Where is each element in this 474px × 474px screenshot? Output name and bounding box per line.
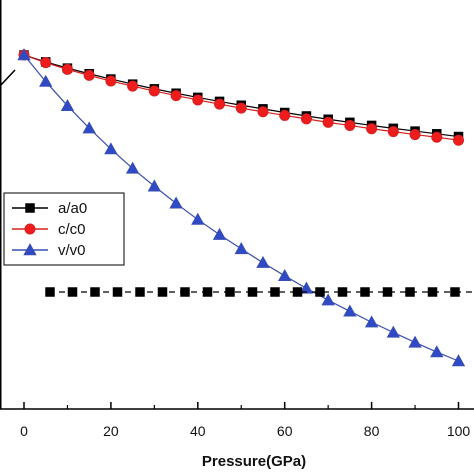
data-point [169,196,183,209]
data-point [387,126,399,138]
data-point [147,179,162,192]
data-point [366,123,378,135]
legend: a/a0 c/c0 v/v0 [3,192,125,266]
data-point [257,106,269,118]
data-point [112,287,123,297]
data-point [427,287,438,297]
series-c-c0 [18,49,464,146]
data-point [360,287,370,297]
data-point [127,80,139,92]
data-point [278,268,292,282]
x-tick-label: 60 [277,423,293,439]
data-point [148,85,160,97]
data-point [299,281,314,294]
data-point [104,142,118,155]
legend-label: c/c0 [58,221,86,238]
data-point [192,94,204,106]
data-point [170,90,182,102]
legend-label: v/v0 [58,242,86,259]
data-point [83,69,95,81]
series-reference [45,287,474,297]
data-point [382,287,393,297]
legend-marker [25,203,35,213]
data-point [315,287,325,297]
data-point [234,242,248,255]
legend-label: a/a0 [58,200,87,217]
data-point [82,121,96,134]
series-group [17,48,474,367]
data-point [135,287,145,297]
data-point [39,74,53,87]
data-point [105,75,117,87]
data-point [431,131,443,143]
data-point [202,287,213,297]
data-point [225,287,235,297]
data-point [214,98,226,110]
data-point [322,116,334,128]
x-tick-label: 0 [20,423,28,439]
data-point [157,287,168,297]
data-point [451,354,466,367]
data-point [67,287,78,297]
data-point [408,335,422,348]
data-point [90,287,100,297]
data-point [256,255,270,268]
data-point [364,315,379,328]
data-point [191,212,205,225]
x-axis-title: Pressure(GPa) [202,453,306,470]
data-point [60,98,75,111]
data-point [337,287,348,297]
data-point [453,134,464,146]
data-point [279,109,291,121]
data-point [300,113,312,125]
data-point [270,287,280,297]
legend-marker [23,243,37,256]
data-point [212,227,227,240]
x-tick-label: 20 [103,423,119,439]
data-point [450,287,460,297]
data-point [125,161,140,174]
data-point [292,287,303,297]
data-point [409,129,421,141]
x-ticks: 0 20 40 60 80 100 [20,402,470,439]
data-point [386,325,401,338]
x-tick-label: 40 [190,423,206,439]
data-point [235,102,247,114]
series-v-v0 [17,48,466,367]
data-point [180,287,190,297]
origin-annotation-line [0,69,16,87]
data-point [61,63,73,75]
data-point [247,287,258,297]
x-tick-label: 80 [364,423,380,439]
data-point [344,119,356,131]
x-tick-label: 100 [447,423,471,439]
data-point [321,293,335,306]
legend-marker [24,223,36,235]
data-point [17,48,31,61]
data-point [45,287,55,297]
data-point [40,57,52,69]
data-point [405,287,415,297]
data-point [343,304,357,317]
data-point [430,345,444,358]
